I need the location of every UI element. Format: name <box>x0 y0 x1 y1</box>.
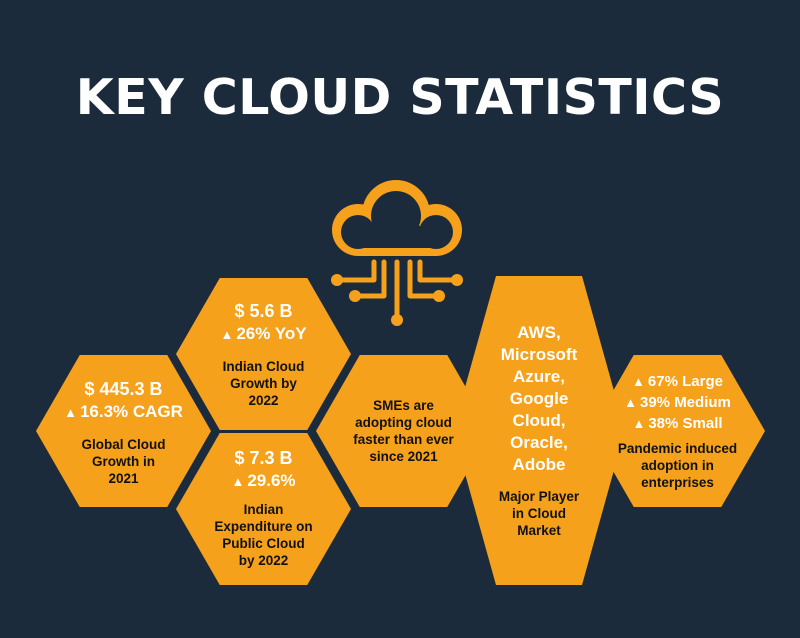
global-growth: 16.3% CAGR <box>79 402 183 421</box>
player-line-2: Microsoft <box>500 345 578 364</box>
expenditure-desc-1: Indian <box>243 501 284 517</box>
indian-growth-row: ▲ 26% YoY <box>220 323 306 346</box>
global-desc-1: Global Cloud <box>81 437 166 452</box>
player-line-4: Google <box>509 389 569 408</box>
hex-indian-expenditure: $ 7.3 B ▲ 29.6% Indian Expenditure on Pub… <box>176 433 351 585</box>
expenditure-desc-3: Public Cloud <box>222 535 305 551</box>
page-title: KEY CLOUD STATISTICS <box>75 69 725 126</box>
indian-growth-desc-2: Growth by <box>230 376 297 391</box>
pandemic-row-1: ▲ 67% Large <box>632 371 723 392</box>
global-value: $ 445.3 B <box>84 379 163 399</box>
expenditure-desc-2: Expenditure on <box>214 518 313 534</box>
smes-desc-2: adopting cloud <box>355 415 452 430</box>
indian-growth-value: $ 5.6 B <box>234 301 293 321</box>
player-line-1: AWS, <box>517 323 561 342</box>
indian-growth-desc-3: 2022 <box>248 393 279 408</box>
player-line-3: Azure, <box>513 367 565 386</box>
smes-desc-3: faster than ever <box>353 432 454 447</box>
hex-global-cloud-growth: $ 445.3 B ▲ 16.3% CAGR Global Cloud Growt… <box>36 355 211 507</box>
expenditure-value: $ 7.3 B <box>234 447 293 468</box>
pandemic-row-3: ▲ 38% Small <box>632 413 722 434</box>
triangle-up-icon: ▲ <box>220 327 234 342</box>
players-desc-1: Major Player <box>498 489 580 504</box>
pandemic-row-2: ▲ 39% Medium <box>624 392 731 413</box>
global-desc-2: Growth in <box>92 454 155 469</box>
global-desc-3: 2021 <box>108 471 139 486</box>
triangle-up-icon: ▲ <box>231 473 245 489</box>
smes-desc-4: since 2021 <box>369 449 438 464</box>
expenditure-growth-row: ▲ 29.6% <box>231 470 295 493</box>
pandemic-desc-1: Pandemic induced <box>617 441 738 456</box>
pandemic-medium: 39% Medium <box>640 394 731 411</box>
player-line-5: Cloud, <box>512 411 566 430</box>
pandemic-small: 38% Small <box>648 415 723 432</box>
pandemic-large: 67% Large <box>647 373 723 390</box>
indian-growth-desc-1: Indian Cloud <box>222 359 305 374</box>
player-line-7: Adobe <box>512 455 566 474</box>
expenditure-growth: 29.6% <box>247 470 296 490</box>
hex-pandemic-adoption: ▲ 67% Large ▲ 39% Medium ▲ 38% Small Pandem… <box>590 355 765 507</box>
pandemic-desc-3: enterprises <box>641 475 714 490</box>
pandemic-desc-2: adoption in <box>641 458 714 473</box>
expenditure-desc-4: by 2022 <box>238 552 289 568</box>
smes-desc-1: SMEs are <box>373 398 434 413</box>
players-desc-2: in Cloud <box>512 506 566 521</box>
triangle-up-icon: ▲ <box>632 416 646 431</box>
hex-indian-cloud-growth: $ 5.6 B ▲ 26% YoY Indian Cloud Growth by … <box>176 278 351 430</box>
players-desc-3: Market <box>517 523 561 538</box>
cloud-network-icon <box>331 180 463 326</box>
triangle-up-icon: ▲ <box>632 374 645 389</box>
triangle-up-icon: ▲ <box>624 395 637 410</box>
global-growth-row: ▲ 16.3% CAGR <box>64 401 183 424</box>
triangle-up-icon: ▲ <box>64 405 77 420</box>
indian-growth-rate: 26% YoY <box>236 324 307 343</box>
player-line-6: Oracle, <box>510 433 568 452</box>
